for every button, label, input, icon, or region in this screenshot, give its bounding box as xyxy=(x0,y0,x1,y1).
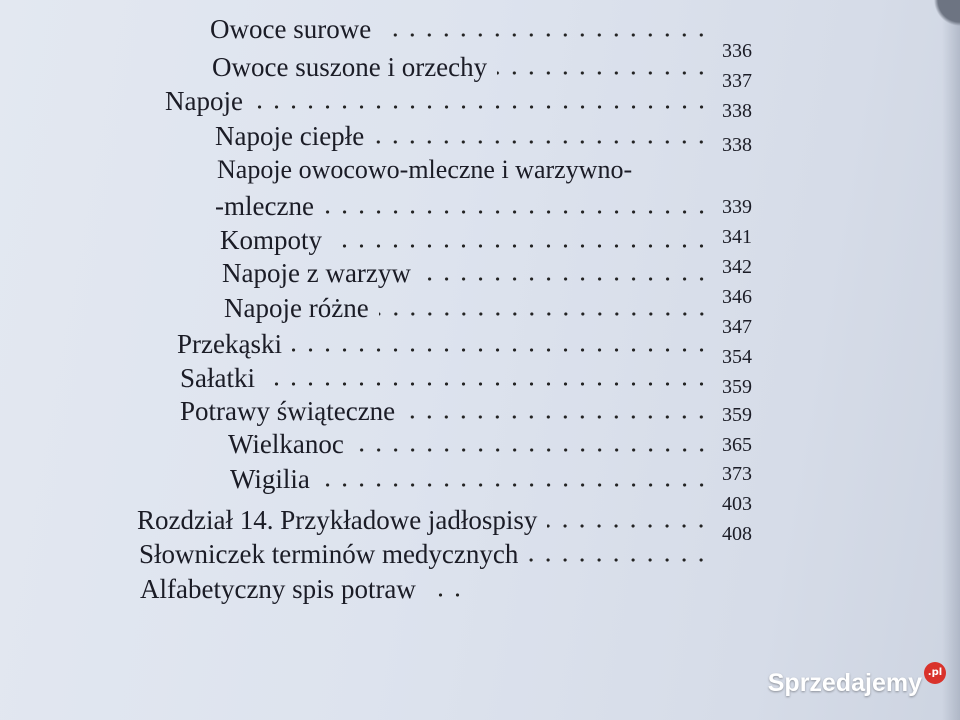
toc-entry: Sałatki xyxy=(180,363,710,393)
dot-leader xyxy=(319,481,710,489)
toc-entry: Wigilia xyxy=(230,464,710,494)
toc-entry-title: Napoje owocowo-mleczne i warzywno- xyxy=(217,155,633,184)
toc-page-number: 336 xyxy=(722,40,752,62)
toc-page-number: 338 xyxy=(722,134,752,156)
toc-entry: Kompoty xyxy=(220,225,710,255)
toc-entry: Napoje różne xyxy=(224,293,710,323)
toc-entry: Alfabetyczny spis potraw xyxy=(140,574,710,604)
toc-entry: Potrawy świąteczne xyxy=(180,396,710,426)
dot-leader xyxy=(252,103,710,111)
watermark: Sprzedajemy .pl xyxy=(768,662,946,698)
dot-leader xyxy=(381,31,710,39)
toc-page-number: 339 xyxy=(722,196,752,218)
toc-entry-title: Alfabetyczny spis potraw xyxy=(140,574,416,604)
toc-page-number: 354 xyxy=(722,346,752,368)
dot-leader xyxy=(528,556,710,564)
toc-entry: Napoje xyxy=(165,86,710,116)
toc-entry-title: Napoje xyxy=(165,86,243,116)
toc-entry-title: Owoce surowe xyxy=(210,14,372,44)
toc-page-number: 342 xyxy=(722,256,752,278)
toc-entry-title: Wielkanoc xyxy=(228,429,344,459)
watermark-tld-badge: .pl xyxy=(924,662,946,684)
dot-leader xyxy=(374,138,710,146)
toc-entry-title: Kompoty xyxy=(220,225,323,255)
dot-leader xyxy=(323,208,710,216)
toc-entry-title: Owoce suszone i orzechy xyxy=(212,52,488,82)
dot-leader xyxy=(405,413,710,421)
toc-page-number: 373 xyxy=(722,463,752,485)
toc-page-number: 359 xyxy=(722,376,752,398)
toc-page-number: 408 xyxy=(722,523,752,545)
toc-entry: Przekąski xyxy=(177,329,710,359)
toc-entry: Wielkanoc xyxy=(228,429,710,459)
toc-entry-title: Słowniczek terminów medycznych xyxy=(139,539,519,569)
dot-leader xyxy=(265,380,710,388)
toc-page-number: 346 xyxy=(722,286,752,308)
toc-entry-continuation: -mleczne xyxy=(215,191,710,221)
toc-entry-title: Napoje z warzyw xyxy=(222,258,411,288)
dot-leader xyxy=(332,242,710,250)
toc-page-number: 365 xyxy=(722,434,752,456)
watermark-logo: Sprzedajemy xyxy=(767,669,922,697)
toc-entry: Napoje ciepłe xyxy=(215,121,710,151)
toc-entry: Napoje z warzyw xyxy=(222,258,710,288)
toc-entry-title: Napoje różne xyxy=(224,293,369,323)
toc-entry-title: Sałatki xyxy=(180,363,255,393)
toc-entry-title: Przekąski xyxy=(177,329,282,359)
toc-page-number: 341 xyxy=(722,226,752,248)
toc-page-number: 403 xyxy=(722,493,752,515)
toc-entry: Owoce suszone i orzechy xyxy=(212,52,710,82)
toc-entry-title: Potrawy świąteczne xyxy=(180,396,396,426)
toc-entry: Napoje owocowo-mleczne i warzywno- xyxy=(217,155,677,185)
toc-page-number: 338 xyxy=(722,100,752,122)
dot-leader xyxy=(291,346,710,354)
dot-leader xyxy=(547,522,710,530)
toc-entry-title: Napoje ciepłe xyxy=(215,121,365,151)
toc-entry: Słowniczek terminów medycznych xyxy=(139,539,710,569)
dot-leader xyxy=(353,446,710,454)
toc-page-number: 359 xyxy=(722,404,752,426)
page-edge-shadow xyxy=(942,0,960,720)
toc-entry: Owoce surowe xyxy=(210,14,710,44)
toc-page-number: 347 xyxy=(722,316,752,338)
toc-entry-title: Rozdział 14. Przykładowe jadłospisy xyxy=(137,505,538,535)
dot-leader xyxy=(378,310,710,318)
page-corner xyxy=(920,0,960,40)
dot-leader xyxy=(497,69,710,77)
dot-leader xyxy=(420,275,710,283)
toc-entry: Rozdział 14. Przykładowe jadłospisy xyxy=(137,505,710,535)
toc-entry-title: -mleczne xyxy=(215,191,314,221)
toc-entry-title: Wigilia xyxy=(230,464,310,494)
toc-page-number: 337 xyxy=(722,70,752,92)
dot-leader xyxy=(425,591,466,599)
